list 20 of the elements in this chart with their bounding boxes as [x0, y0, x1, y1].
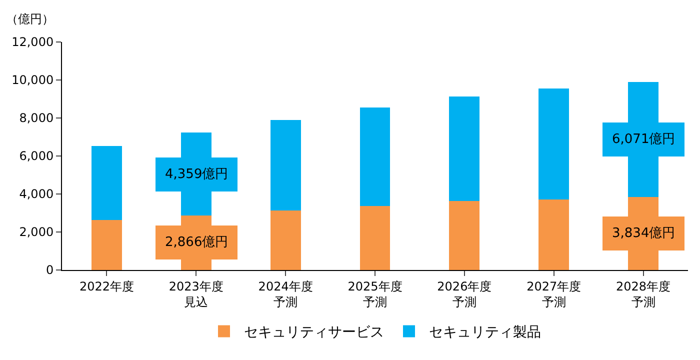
x-tick-label: 2026年度予測	[437, 279, 492, 309]
y-tick-label: 8,000	[19, 111, 54, 126]
y-tick-label: 4,000	[19, 187, 54, 202]
y-tick-label: 10,000	[12, 73, 54, 88]
legend-label: セキュリティサービス	[244, 324, 384, 341]
data-label: 4,359億円	[165, 167, 228, 182]
x-tick-label: 2027年度予測	[526, 279, 582, 309]
x-tick-label: 2024年度予測	[258, 279, 313, 309]
x-tick-label: 2025年度予測	[348, 279, 402, 309]
data-label: 3,834億円	[612, 226, 676, 241]
y-tick-label: 12,000	[12, 35, 54, 50]
legend-label: セキュリティ製品	[429, 324, 541, 341]
data-label: 6,071億円	[612, 132, 676, 147]
y-tick-label: 6,000	[19, 149, 54, 164]
y-tick-label: 2,000	[19, 225, 54, 240]
y-tick-label: 0	[46, 263, 54, 278]
x-tick-label: 2022年度	[79, 279, 134, 294]
x-tick-label: 2023年度見込	[168, 279, 224, 309]
x-tick-label: 2028年度予測	[616, 279, 671, 309]
y-axis-title: （億円）	[6, 12, 54, 26]
